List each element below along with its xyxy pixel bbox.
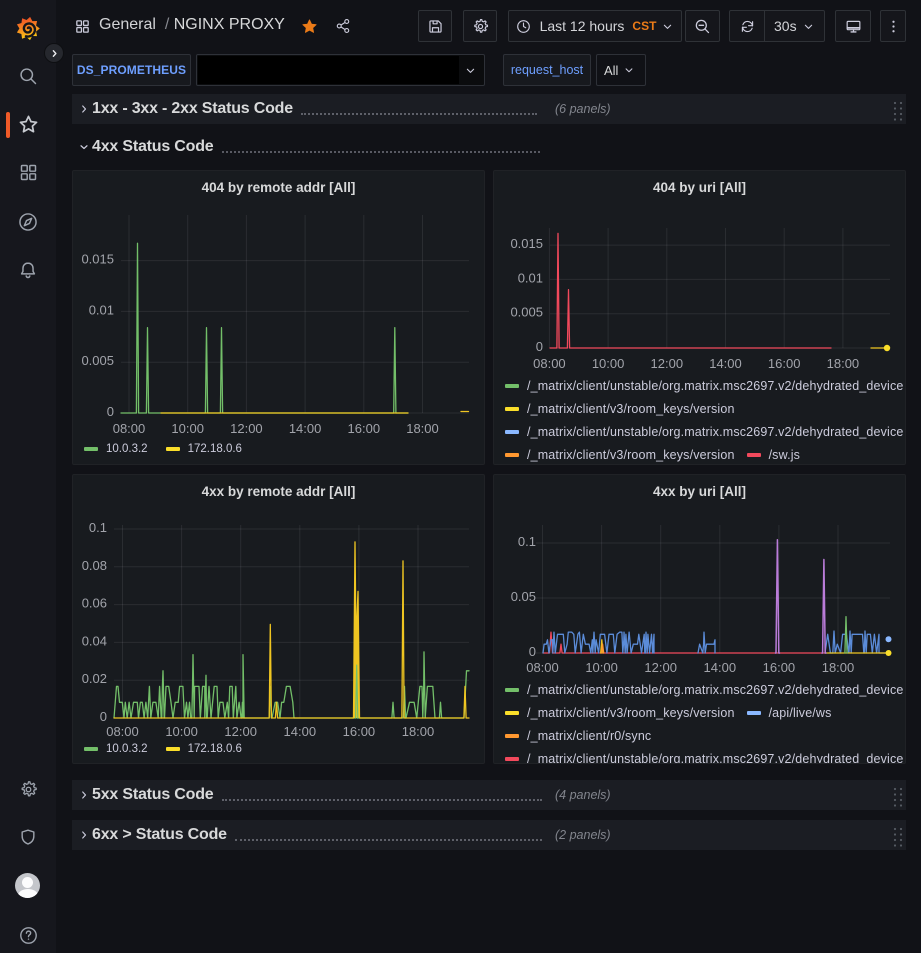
svg-text:12:00: 12:00 [224, 724, 257, 739]
svg-text:08:00: 08:00 [526, 660, 559, 675]
svg-text:16:00: 16:00 [768, 356, 801, 371]
svg-text:08:00: 08:00 [533, 356, 566, 371]
svg-text:10:00: 10:00 [165, 724, 198, 739]
svg-text:0.1: 0.1 [518, 534, 536, 549]
svg-text:0.01: 0.01 [89, 302, 114, 317]
svg-text:18:00: 18:00 [822, 660, 855, 675]
svg-text:14:00: 14:00 [289, 421, 322, 436]
svg-text:0: 0 [107, 404, 114, 419]
svg-text:0.01: 0.01 [518, 270, 543, 285]
svg-text:0: 0 [536, 339, 543, 354]
svg-text:0.005: 0.005 [510, 305, 543, 320]
svg-text:08:00: 08:00 [113, 421, 146, 436]
svg-text:18:00: 18:00 [406, 421, 439, 436]
svg-text:0.04: 0.04 [82, 633, 107, 648]
svg-text:14:00: 14:00 [709, 356, 742, 371]
svg-text:18:00: 18:00 [402, 724, 435, 739]
svg-text:0.08: 0.08 [82, 558, 107, 573]
svg-text:0.005: 0.005 [81, 353, 114, 368]
svg-text:12:00: 12:00 [651, 356, 684, 371]
svg-text:14:00: 14:00 [704, 660, 737, 675]
svg-text:12:00: 12:00 [644, 660, 677, 675]
svg-text:0.06: 0.06 [82, 596, 107, 611]
svg-text:12:00: 12:00 [230, 421, 263, 436]
svg-text:10:00: 10:00 [592, 356, 625, 371]
svg-text:0.05: 0.05 [511, 589, 536, 604]
svg-text:0.015: 0.015 [81, 252, 114, 267]
svg-text:0: 0 [100, 709, 107, 724]
svg-text:16:00: 16:00 [343, 724, 376, 739]
svg-text:0.02: 0.02 [82, 671, 107, 686]
svg-text:16:00: 16:00 [763, 660, 796, 675]
svg-text:10:00: 10:00 [171, 421, 204, 436]
svg-text:08:00: 08:00 [106, 724, 139, 739]
svg-text:0.015: 0.015 [510, 236, 543, 251]
svg-text:0.1: 0.1 [89, 520, 107, 535]
svg-text:16:00: 16:00 [348, 421, 381, 436]
svg-text:10:00: 10:00 [585, 660, 618, 675]
svg-text:18:00: 18:00 [827, 356, 860, 371]
svg-text:0: 0 [529, 644, 536, 659]
svg-text:14:00: 14:00 [284, 724, 317, 739]
